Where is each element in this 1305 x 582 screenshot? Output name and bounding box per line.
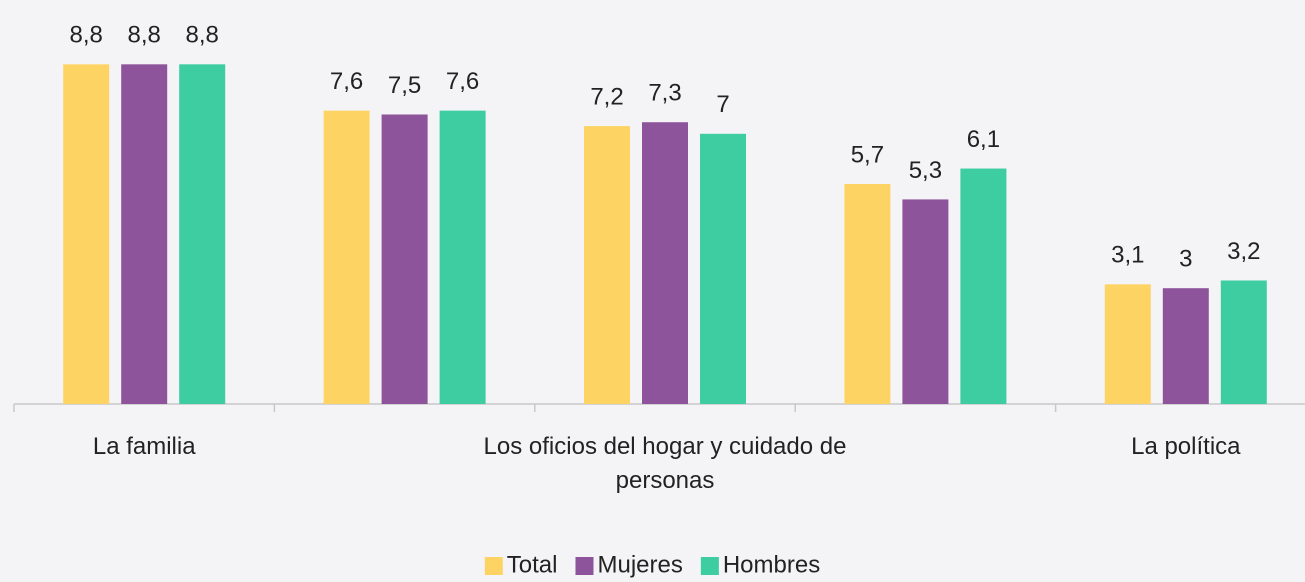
data-label: 7,6 xyxy=(330,68,363,95)
bar xyxy=(323,110,370,404)
data-label: 5,3 xyxy=(909,157,942,184)
legend-swatch xyxy=(484,557,503,575)
bar xyxy=(179,64,226,404)
x-tick-label: La familia xyxy=(92,433,196,460)
x-tick-label: Los oficios del hogar y cuidado de perso… xyxy=(483,433,847,494)
bar xyxy=(844,183,891,404)
data-label: 7,2 xyxy=(590,83,623,110)
bar xyxy=(642,122,688,404)
bar xyxy=(1104,284,1151,404)
data-label: 7,6 xyxy=(446,68,479,95)
data-label: 7,5 xyxy=(388,72,421,99)
data-label: 8,8 xyxy=(186,22,219,49)
bar xyxy=(902,199,949,404)
data-label: 6,1 xyxy=(967,126,1000,153)
legend-swatch xyxy=(700,557,719,575)
legend-label: Total xyxy=(507,551,558,578)
legend-label: Hombres xyxy=(723,551,820,578)
data-label: 8,8 xyxy=(70,22,103,49)
data-label: 5,7 xyxy=(851,141,884,168)
bar xyxy=(700,133,746,405)
data-label: 7,3 xyxy=(648,80,681,107)
legend-swatch xyxy=(575,557,594,575)
bar xyxy=(1220,280,1267,404)
bar xyxy=(1162,288,1209,404)
x-tick-label: La política xyxy=(1131,433,1241,460)
data-label: 3,1 xyxy=(1111,242,1144,269)
bar xyxy=(439,110,486,404)
data-label: 3 xyxy=(1179,246,1192,273)
data-label: 7 xyxy=(716,91,729,118)
bar xyxy=(960,168,1007,404)
bar xyxy=(584,126,630,404)
legend-label: Mujeres xyxy=(597,551,682,578)
data-label: 8,8 xyxy=(128,22,161,49)
bar xyxy=(121,64,168,404)
bar xyxy=(63,64,110,404)
bar xyxy=(381,114,428,404)
data-label: 3,2 xyxy=(1227,238,1260,265)
